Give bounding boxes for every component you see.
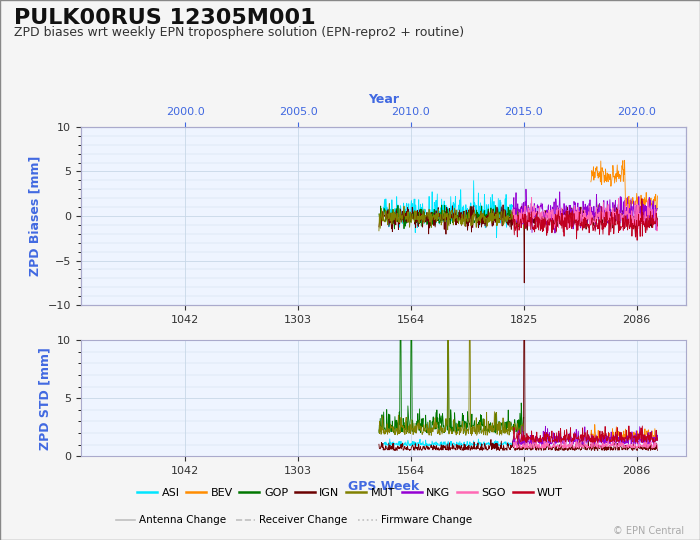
Text: © EPN Central: © EPN Central: [613, 525, 685, 536]
Legend: ASI, BEV, GOP, IGN, MUT, NKG, SGO, WUT: ASI, BEV, GOP, IGN, MUT, NKG, SGO, WUT: [132, 483, 568, 502]
Text: PULK00RUS 12305M001: PULK00RUS 12305M001: [14, 8, 316, 28]
Y-axis label: ZPD Biases [mm]: ZPD Biases [mm]: [29, 156, 42, 276]
Y-axis label: ZPD STD [mm]: ZPD STD [mm]: [38, 347, 51, 450]
Text: ZPD biases wrt weekly EPN troposphere solution (EPN-repro2 + routine): ZPD biases wrt weekly EPN troposphere so…: [14, 26, 464, 39]
Legend: Antenna Change, Receiver Change, Firmware Change: Antenna Change, Receiver Change, Firmwar…: [112, 511, 476, 529]
X-axis label: Year: Year: [368, 93, 399, 106]
X-axis label: GPS Week: GPS Week: [348, 480, 419, 493]
